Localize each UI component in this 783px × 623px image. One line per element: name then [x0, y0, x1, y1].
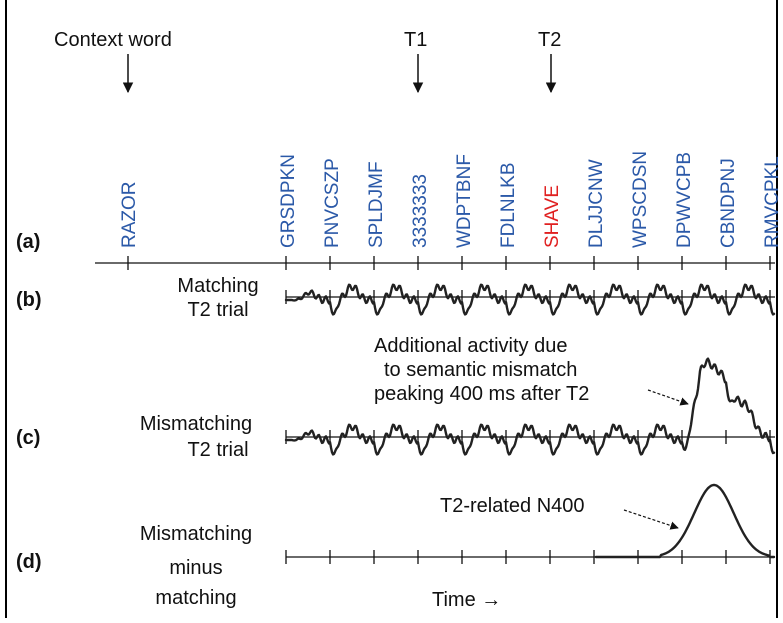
- word-label: PNVCSZP: [322, 158, 343, 248]
- t1-label: T1: [404, 29, 427, 51]
- word-label: 3333333: [410, 174, 431, 248]
- panel-d-text-line3: matching: [155, 587, 236, 609]
- t2-label: T2: [538, 29, 561, 51]
- n400-annotation-arrow: [623, 509, 679, 530]
- word-label-target: SHAVE: [542, 185, 563, 248]
- panel-c-label: (c): [16, 427, 40, 449]
- word-label: DLJJCNW: [586, 159, 607, 248]
- difference-waveform-n400: [594, 483, 776, 559]
- mismatching-erp-waveform: [284, 357, 776, 456]
- word-label: SPLDJMF: [366, 161, 387, 248]
- n400-annotation: T2-related N400: [440, 495, 585, 517]
- panel-d-text-line1: Mismatching: [140, 523, 252, 545]
- panel-c-text-line2: T2 trial: [187, 439, 248, 461]
- word-label: WDPTBNF: [454, 154, 475, 248]
- panel-c-text-line1: Mismatching: [140, 413, 252, 435]
- word-label: CBNDPNJ: [718, 158, 739, 248]
- word-label: GRSDPKN: [278, 154, 299, 248]
- word-label: RAZOR: [119, 182, 140, 249]
- panel-a-axis: [95, 256, 775, 270]
- word-label: RMVCPKL: [762, 156, 783, 248]
- panel-d-text-line2: minus: [169, 557, 222, 579]
- rsvp-word-sequence: RAZOR GRSDPKN PNVCSZP SPLDJMF 3333333 WD…: [119, 151, 783, 248]
- panel-b-text-line2: T2 trial: [187, 299, 248, 321]
- mismatch-annotation-arrow: [647, 389, 689, 406]
- panel-b-text-line1: Matching: [177, 275, 258, 297]
- panel-d-axis: [285, 550, 775, 564]
- mismatch-annotation-line3: peaking 400 ms after T2: [374, 383, 589, 405]
- matching-erp-waveform: [284, 283, 776, 316]
- mismatch-annotation-line2: to semantic mismatch: [384, 359, 577, 381]
- word-label: DPWVCPB: [674, 152, 695, 248]
- mismatch-annotation-line1: Additional activity due: [374, 335, 567, 357]
- context-word-label: Context word: [54, 29, 172, 51]
- word-label: FDLNLKB: [498, 162, 519, 248]
- word-label: WPSCDSN: [630, 151, 651, 248]
- panel-d-label: (d): [16, 551, 42, 573]
- panel-a-label: (a): [16, 231, 40, 253]
- time-axis-label: Time →: [432, 589, 501, 611]
- panel-b-label: (b): [16, 289, 42, 311]
